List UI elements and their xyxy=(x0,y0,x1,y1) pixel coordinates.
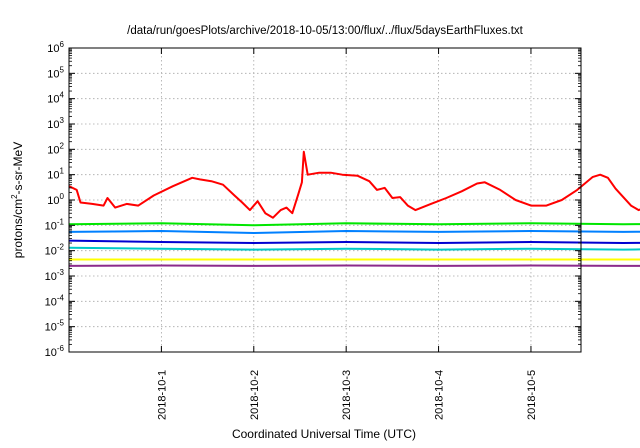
x-tick-label: 2018-10-2 xyxy=(249,370,261,420)
y-tick-exponent: -5 xyxy=(57,319,65,328)
y-tick-label: 103 xyxy=(47,116,64,131)
y-axis-title-units: -s-sr-MeV xyxy=(11,142,25,195)
x-tick-label: 2018-10-3 xyxy=(341,370,353,420)
y-tick-exponent: -6 xyxy=(57,344,65,353)
y-tick-base: 10 xyxy=(45,271,57,283)
y-tick-exponent: 2 xyxy=(60,141,65,150)
y-tick-exponent: 1 xyxy=(60,167,65,176)
y-tick-base: 10 xyxy=(47,68,59,80)
y-tick-exponent: 6 xyxy=(60,40,65,49)
series-line-2 xyxy=(68,222,640,227)
y-tick-base: 10 xyxy=(47,170,59,182)
y-tick-exponent: -3 xyxy=(57,268,65,277)
y-tick-label: 10-3 xyxy=(45,268,65,283)
chart-title: /data/run/goesPlots/archive/2018-10-05/1… xyxy=(127,25,523,37)
series-line-1 xyxy=(68,150,640,219)
grid-lines xyxy=(69,48,581,352)
y-tick-exponent: -4 xyxy=(57,293,65,302)
y-axis-title-exponent: 2 xyxy=(10,194,19,199)
y-tick-label: 106 xyxy=(47,40,64,55)
y-tick-exponent: -1 xyxy=(57,217,65,226)
y-axis-title: protons/cm2-s-sr-MeV xyxy=(10,142,25,258)
y-tick-label: 10-2 xyxy=(45,243,65,258)
y-tick-base: 10 xyxy=(45,220,57,232)
y-tick-exponent: 5 xyxy=(60,65,65,74)
axis-ticks xyxy=(69,47,581,353)
y-tick-labels: 10610510410310210110010-110-210-310-410-… xyxy=(45,40,65,359)
y-tick-label: 102 xyxy=(47,141,64,156)
y-tick-label: 10-4 xyxy=(45,293,65,308)
y-tick-exponent: 3 xyxy=(60,116,65,125)
y-tick-label: 10-5 xyxy=(45,319,65,334)
y-tick-label: 100 xyxy=(47,192,64,207)
y-tick-base: 10 xyxy=(45,296,57,308)
y-tick-exponent: -2 xyxy=(57,243,65,252)
y-axis-title-main: protons/cm xyxy=(11,199,25,258)
y-tick-base: 10 xyxy=(47,94,59,106)
y-tick-label: 105 xyxy=(47,65,64,80)
x-tick-label: 2018-10-1 xyxy=(156,370,168,420)
y-tick-base: 10 xyxy=(45,322,57,334)
series-line-4 xyxy=(68,239,640,244)
y-tick-label: 10-6 xyxy=(45,344,65,359)
x-tick-labels: 2018-10-1 2018-10-2 2018-10-3 2018-10-4 2018… xyxy=(156,370,538,420)
y-tick-base: 10 xyxy=(47,195,59,207)
y-tick-label: 10-1 xyxy=(45,217,65,232)
y-tick-label: 104 xyxy=(47,91,64,106)
y-tick-base: 10 xyxy=(47,43,59,55)
y-tick-exponent: 4 xyxy=(60,91,65,100)
series-group xyxy=(68,150,640,267)
y-tick-label: 101 xyxy=(47,167,64,182)
y-tick-base: 10 xyxy=(45,347,57,359)
series-line-3 xyxy=(68,230,640,234)
y-tick-exponent: 0 xyxy=(60,192,65,201)
x-tick-label: 2018-10-5 xyxy=(526,370,538,420)
y-tick-base: 10 xyxy=(47,119,59,131)
series-line-5 xyxy=(68,246,640,251)
x-axis-title: Coordinated Universal Time (UTC) xyxy=(232,427,416,441)
y-tick-base: 10 xyxy=(47,144,59,156)
x-tick-label: 2018-10-4 xyxy=(434,370,446,420)
y-tick-base: 10 xyxy=(45,246,57,258)
